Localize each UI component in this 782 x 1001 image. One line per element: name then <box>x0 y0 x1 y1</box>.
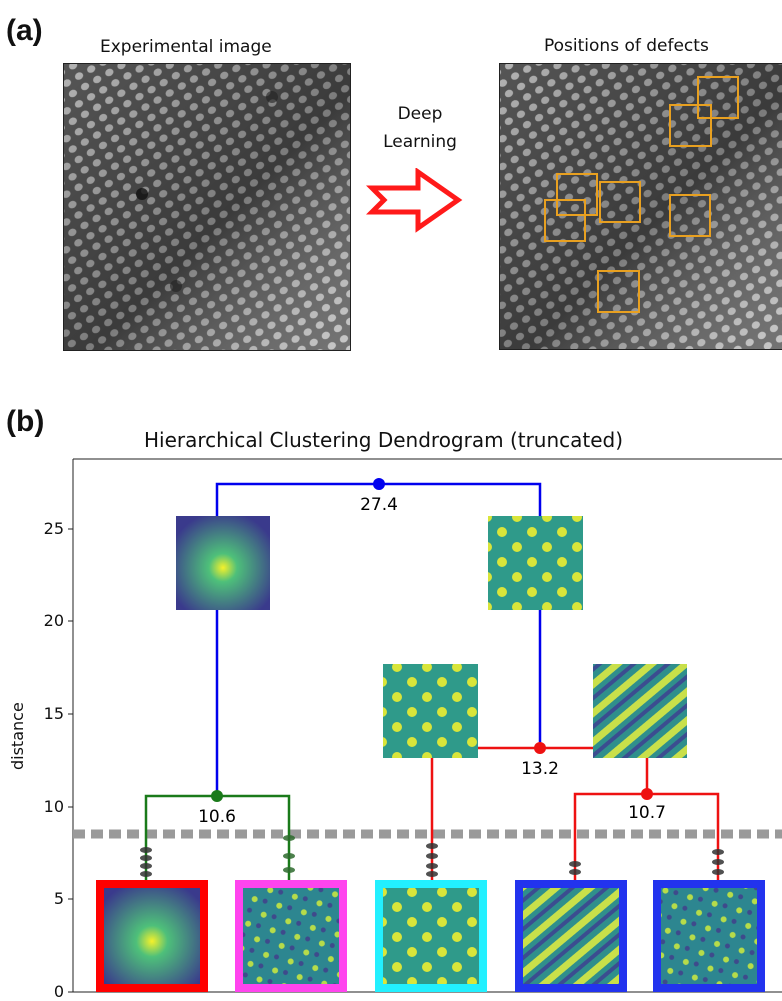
node-thumbnail <box>488 516 583 610</box>
defect-positions-caption: Positions of defects <box>544 36 709 56</box>
merge-label: 10.7 <box>628 803 666 823</box>
defect-positions-image <box>499 63 782 350</box>
leaf-thumbnail-3 <box>375 880 487 992</box>
defect-box <box>697 76 739 119</box>
node-thumbnail <box>593 664 687 758</box>
deep-learning-arrow <box>366 168 463 233</box>
merge-node <box>373 478 385 490</box>
y-tick-10: 10 <box>43 797 64 816</box>
node-thumbnail <box>176 516 270 610</box>
defect-box <box>669 194 711 237</box>
defect-box <box>597 270 640 313</box>
leaf-thumbnail-5 <box>653 880 765 992</box>
defect-box <box>599 181 641 223</box>
merge-label: 10.6 <box>198 807 236 827</box>
merge-label: 13.2 <box>521 759 559 779</box>
arrow-label-line1: Deep <box>397 104 443 124</box>
experimental-image <box>63 63 351 351</box>
merge-node <box>641 788 653 800</box>
experimental-image-caption: Experimental image <box>100 37 272 57</box>
leaf-thumbnail-1 <box>96 880 208 992</box>
y-tick-25: 25 <box>43 519 64 538</box>
y-tick-5: 5 <box>53 889 64 908</box>
arrow-label-line2: Learning <box>383 132 457 152</box>
leaf-thumbnail-2 <box>235 880 347 992</box>
leaf-thumbnail-4 <box>515 880 627 992</box>
y-tick-20: 20 <box>43 611 64 630</box>
merge-label: 27.4 <box>360 495 398 515</box>
node-thumbnail <box>383 664 478 758</box>
panel-a-label: (a) <box>6 14 43 47</box>
dendrogram-title: Hierarchical Clustering Dendrogram (trun… <box>144 428 624 452</box>
merge-node <box>211 790 223 802</box>
defect-box <box>544 199 586 242</box>
defect-box <box>669 104 712 147</box>
y-tick-0: 0 <box>53 982 64 1001</box>
y-tick-15: 15 <box>43 704 64 723</box>
panel-b-label: (b) <box>6 405 45 438</box>
merge-node <box>534 742 546 754</box>
defect-box <box>556 173 598 216</box>
